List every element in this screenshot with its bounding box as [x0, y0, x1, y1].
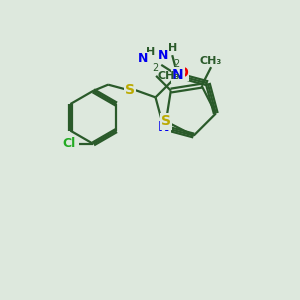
Text: S: S: [125, 83, 135, 98]
Text: CH₃: CH₃: [200, 56, 222, 66]
Text: N: N: [138, 52, 148, 65]
Text: N: N: [158, 121, 170, 134]
Text: N: N: [172, 68, 183, 82]
Text: H: H: [146, 47, 155, 57]
Text: S: S: [161, 114, 171, 128]
Text: 2: 2: [174, 59, 180, 69]
Text: Cl: Cl: [62, 137, 76, 150]
Text: 2: 2: [152, 63, 159, 74]
Text: H: H: [168, 43, 177, 53]
Text: N: N: [158, 49, 169, 62]
Text: O: O: [176, 66, 188, 80]
Text: CH₃: CH₃: [158, 71, 180, 81]
